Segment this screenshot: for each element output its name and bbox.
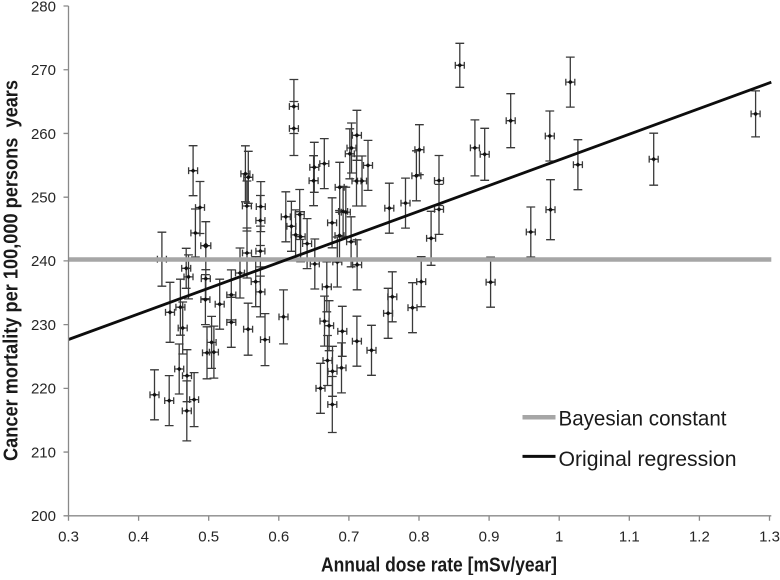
svg-text:1.1: 1.1 [619,529,640,546]
svg-text:230: 230 [31,317,56,334]
svg-text:0.4: 0.4 [128,529,149,546]
svg-text:0.6: 0.6 [268,529,289,546]
svg-text:1: 1 [555,529,563,546]
svg-text:270: 270 [31,62,56,79]
svg-text:0.7: 0.7 [338,529,359,546]
svg-text:210: 210 [31,444,56,461]
svg-text:1.3: 1.3 [759,529,780,546]
svg-text:Bayesian constant: Bayesian constant [559,408,727,431]
svg-text:220: 220 [31,381,56,398]
svg-text:280: 280 [31,0,56,15]
svg-text:1.2: 1.2 [689,529,710,546]
svg-text:260: 260 [31,126,56,143]
svg-text:240: 240 [31,253,56,270]
svg-text:200: 200 [31,508,56,525]
svg-text:Cancer mortality per 100,000 p: Cancer mortality per 100,000 persons yea… [1,80,23,461]
svg-text:Annual dose rate [mSv/year]: Annual dose rate [mSv/year] [321,555,557,575]
svg-text:0.3: 0.3 [58,529,79,546]
svg-text:0.8: 0.8 [409,529,430,546]
svg-text:250: 250 [31,189,56,206]
svg-text:0.9: 0.9 [479,529,500,546]
svg-text:0.5: 0.5 [198,529,219,546]
svg-text:Original regression: Original regression [559,448,737,471]
